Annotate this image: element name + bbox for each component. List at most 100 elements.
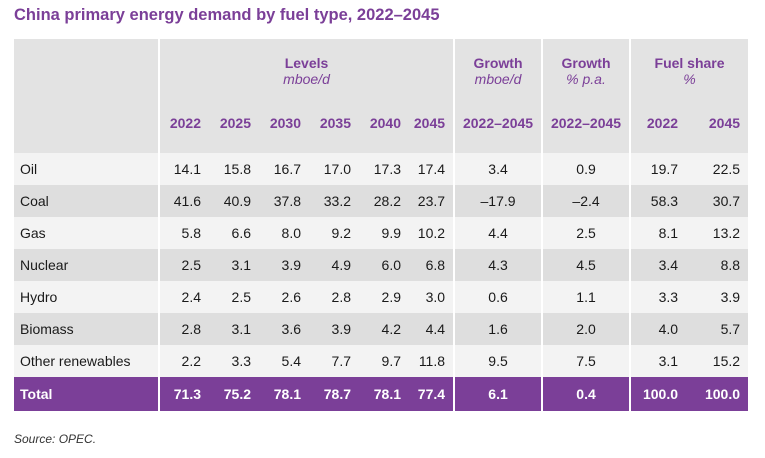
level-cell: 28.2: [359, 185, 409, 217]
level-cell: 5.8: [158, 217, 209, 249]
row-label: Oil: [14, 153, 159, 185]
fuel-share-unit: %: [629, 71, 749, 93]
share-cell: 3.9: [686, 281, 749, 313]
year-header: 2035: [309, 93, 359, 153]
level-cell: 3.9: [309, 313, 359, 345]
total-level-cell: 77.4: [409, 377, 455, 411]
total-label: Total: [14, 377, 159, 411]
growth-pct-cell: 7.5: [541, 345, 631, 377]
level-cell: 4.4: [409, 313, 455, 345]
level-cell: 3.1: [209, 313, 259, 345]
growth-pct-cell: 4.5: [541, 249, 631, 281]
source-note: Source: OPEC.: [14, 432, 97, 446]
growth-abs-cell: 3.4: [453, 153, 543, 185]
growth-abs-header: Growth: [453, 39, 543, 71]
level-cell: 37.8: [259, 185, 309, 217]
share-cell: 3.1: [629, 345, 687, 377]
level-cell: 2.6: [259, 281, 309, 313]
share-cell: 30.7: [686, 185, 749, 217]
level-cell: 41.6: [158, 185, 209, 217]
level-cell: 14.1: [158, 153, 209, 185]
share-cell: 5.7: [686, 313, 749, 345]
level-cell: 2.5: [158, 249, 209, 281]
level-cell: 23.7: [409, 185, 455, 217]
level-cell: 9.9: [359, 217, 409, 249]
level-cell: 10.2: [409, 217, 455, 249]
table-row-oil: Oil 14.1 15.8 16.7 17.0 17.3 17.4 3.4 0.…: [14, 153, 749, 185]
levels-unit: mboe/d: [157, 71, 455, 93]
level-cell: 17.4: [409, 153, 455, 185]
share-cell: 3.3: [629, 281, 687, 313]
row-label: Nuclear: [14, 249, 159, 281]
table-row-hydro: Hydro 2.4 2.5 2.6 2.8 2.9 3.0 0.6 1.1 3.…: [14, 281, 749, 313]
level-cell: 17.0: [309, 153, 359, 185]
header-corner: [14, 39, 159, 153]
level-cell: 9.2: [309, 217, 359, 249]
growth-pct-cell: –2.4: [541, 185, 631, 217]
level-cell: 4.9: [309, 249, 359, 281]
level-cell: 2.8: [158, 313, 209, 345]
total-growth-pct-cell: 0.4: [541, 377, 631, 411]
growth-abs-cell: 0.6: [453, 281, 543, 313]
level-cell: 2.4: [158, 281, 209, 313]
growth-abs-cell: 9.5: [453, 345, 543, 377]
growth-abs-cell: 4.4: [453, 217, 543, 249]
header-row-2: mboe/d mboe/d % p.a. %: [14, 71, 749, 93]
level-cell: 9.7: [359, 345, 409, 377]
growth-pct-cell: 2.5: [541, 217, 631, 249]
header-row-3: 2022 2025 2030 2035 2040 2045 2022–2045 …: [14, 93, 749, 153]
level-cell: 4.2: [359, 313, 409, 345]
year-header: 2022: [158, 93, 209, 153]
total-level-cell: 78.7: [309, 377, 359, 411]
year-header: 2040: [359, 93, 409, 153]
level-cell: 2.5: [209, 281, 259, 313]
growth-abs-unit: mboe/d: [453, 71, 543, 93]
level-cell: 8.0: [259, 217, 309, 249]
table-row-other-renewables: Other renewables 2.2 3.3 5.4 7.7 9.7 11.…: [14, 345, 749, 377]
growth-abs-period: 2022–2045: [453, 93, 543, 153]
share-cell: 8.1: [629, 217, 687, 249]
share-year-header: 2022: [629, 93, 687, 153]
level-cell: 16.7: [259, 153, 309, 185]
energy-demand-table: Levels Growth Growth Fuel share mboe/d m…: [14, 39, 749, 411]
level-cell: 3.0: [409, 281, 455, 313]
level-cell: 2.8: [309, 281, 359, 313]
level-cell: 7.7: [309, 345, 359, 377]
growth-pct-unit: % p.a.: [541, 71, 631, 93]
share-cell: 4.0: [629, 313, 687, 345]
share-year-header: 2045: [686, 93, 749, 153]
total-row: Total 71.3 75.2 78.1 78.7 78.1 77.4 6.1 …: [14, 377, 749, 411]
header-row-1: Levels Growth Growth Fuel share: [14, 39, 749, 153]
total-share-cell: 100.0: [686, 377, 749, 411]
total-share-cell: 100.0: [629, 377, 687, 411]
table-row-coal: Coal 41.6 40.9 37.8 33.2 28.2 23.7 –17.9…: [14, 185, 749, 217]
level-cell: 3.6: [259, 313, 309, 345]
growth-pct-cell: 1.1: [541, 281, 631, 313]
row-label: Hydro: [14, 281, 159, 313]
row-label: Coal: [14, 185, 159, 217]
fuel-share-header: Fuel share: [629, 39, 749, 71]
level-cell: 17.3: [359, 153, 409, 185]
year-header: 2025: [209, 93, 259, 153]
growth-abs-cell: 1.6: [453, 313, 543, 345]
share-cell: 19.7: [629, 153, 687, 185]
total-level-cell: 71.3: [158, 377, 209, 411]
growth-abs-cell: 4.3: [453, 249, 543, 281]
total-level-cell: 78.1: [259, 377, 309, 411]
year-header: 2030: [259, 93, 309, 153]
total-level-cell: 75.2: [209, 377, 259, 411]
level-cell: 3.3: [209, 345, 259, 377]
level-cell: 6.6: [209, 217, 259, 249]
year-header: 2045: [409, 93, 455, 153]
total-level-cell: 78.1: [359, 377, 409, 411]
share-cell: 8.8: [686, 249, 749, 281]
share-cell: 3.4: [629, 249, 687, 281]
table-title: China primary energy demand by fuel type…: [14, 6, 440, 24]
share-cell: 13.2: [686, 217, 749, 249]
table-row-nuclear: Nuclear 2.5 3.1 3.9 4.9 6.0 6.8 4.3 4.5 …: [14, 249, 749, 281]
table-row-gas: Gas 5.8 6.6 8.0 9.2 9.9 10.2 4.4 2.5 8.1…: [14, 217, 749, 249]
growth-pct-header: Growth: [541, 39, 631, 71]
level-cell: 3.1: [209, 249, 259, 281]
table-row-biomass: Biomass 2.8 3.1 3.6 3.9 4.2 4.4 1.6 2.0 …: [14, 313, 749, 345]
share-cell: 22.5: [686, 153, 749, 185]
